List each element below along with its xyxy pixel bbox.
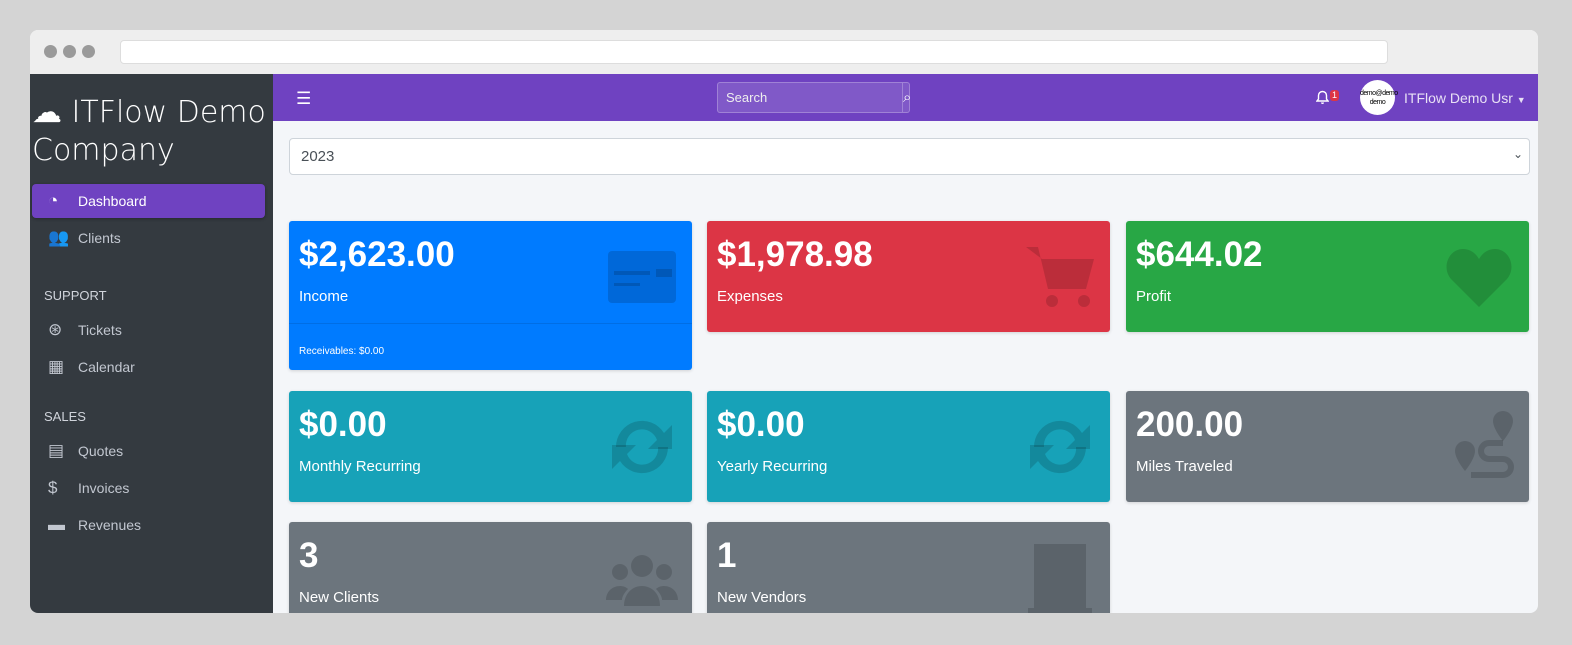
credit-card-icon: ▬	[48, 515, 65, 534]
stat-card-miles-traveled: 200.00 Miles Traveled	[1126, 391, 1529, 502]
sync-icon	[1030, 420, 1090, 474]
sidebar-item-quotes[interactable]: ▤ Quotes	[48, 441, 124, 460]
stat-card-profit: $644.02 Profit	[1126, 221, 1529, 332]
tachometer-icon: ◔	[48, 191, 59, 210]
card-label: New Vendors	[717, 589, 807, 606]
card-label: Yearly Recurring	[717, 458, 828, 475]
stat-card-expenses: $1,978.98 Expenses	[707, 221, 1110, 332]
window-dot	[63, 45, 76, 58]
brand[interactable]: ☁ ITFlow Demo Company	[32, 95, 266, 168]
search-icon: ⌕	[903, 89, 912, 106]
notification-badge: 1	[1330, 90, 1340, 101]
card-value: $0.00	[299, 405, 387, 444]
stat-card-monthly-recurring: $0.00 Monthly Recurring	[289, 391, 692, 502]
stat-card-yearly-recurring: $0.00 Yearly Recurring	[707, 391, 1110, 502]
card-label: Profit	[1136, 288, 1172, 305]
top-navbar: ☰ ⌕ 1 demo@demo demo ITFlow Demo Usr ▼	[273, 74, 1538, 121]
stat-card-new-vendors: 1 New Vendors	[707, 522, 1110, 613]
browser-chrome	[30, 30, 1538, 74]
users-icon	[606, 555, 678, 606]
notifications-button[interactable]: 1	[1316, 89, 1344, 107]
section-support: SUPPORT	[44, 288, 107, 303]
dashboard-content: 2023 ⌄ $2,623.00 Income Receivables: $0.00 $…	[273, 121, 1538, 613]
card-footer[interactable]: Receivables: $0.00	[289, 323, 692, 370]
section-sales: SALES	[44, 409, 86, 424]
file-icon: ▤	[48, 441, 65, 460]
stat-card-income: $2,623.00 Income Receivables: $0.00	[289, 221, 692, 370]
menu-toggle-icon[interactable]: ☰	[296, 89, 312, 108]
sidebar-item-revenues[interactable]: ▬ Revenues	[48, 515, 142, 534]
shopping-cart-icon	[1026, 247, 1094, 307]
search-input[interactable]	[718, 83, 902, 112]
heart-icon	[1446, 249, 1512, 307]
card-label: Monthly Recurring	[299, 458, 421, 475]
year-select[interactable]: 2023 ⌄	[289, 138, 1530, 175]
window-dot	[44, 45, 57, 58]
calendar-icon: ▦	[48, 357, 65, 376]
users-icon: 👥	[48, 228, 70, 247]
card-value: 200.00	[1136, 405, 1244, 444]
sidebar: ☁ ITFlow Demo Company ◔ Dashboard 👥 Client…	[30, 74, 273, 613]
search-form: ⌕	[717, 82, 911, 113]
address-bar[interactable]	[120, 40, 1388, 64]
invoice-icon: $	[48, 478, 58, 497]
caret-down-icon: ▼	[1516, 95, 1526, 105]
sidebar-item-tickets[interactable]: ⊛ Tickets	[48, 320, 122, 339]
chevron-down-icon: ⌄	[1512, 147, 1523, 161]
card-label: Expenses	[717, 288, 783, 305]
life-ring-icon: ⊛	[48, 320, 63, 339]
card-value: $2,623.00	[299, 235, 455, 274]
card-label: Income	[299, 288, 349, 305]
card-label: New Clients	[299, 589, 380, 606]
sync-icon	[612, 420, 672, 474]
sidebar-item-calendar[interactable]: ▦ Calendar	[48, 357, 135, 376]
card-value: 1	[717, 536, 737, 575]
sidebar-item-invoices[interactable]: $ Invoices	[48, 478, 130, 497]
cloud-icon: ☁	[32, 95, 62, 130]
window-dot	[82, 45, 95, 58]
card-value: 3	[299, 536, 319, 575]
user-menu[interactable]: ITFlow Demo Usr ▼	[1404, 90, 1526, 106]
card-value: $0.00	[717, 405, 805, 444]
card-value: $644.02	[1136, 235, 1263, 274]
search-button[interactable]: ⌕	[902, 83, 911, 112]
avatar[interactable]: demo@demo demo	[1360, 80, 1398, 115]
building-icon	[1028, 544, 1092, 613]
credit-card-icon	[608, 251, 676, 303]
browser-window: ☁ ITFlow Demo Company ◔ Dashboard 👥 Client…	[30, 30, 1538, 613]
stat-card-new-clients: 3 New Clients	[289, 522, 692, 613]
sidebar-item-dashboard[interactable]: ◔ Dashboard	[32, 184, 265, 218]
card-value: $1,978.98	[717, 235, 873, 274]
sidebar-item-clients[interactable]: 👥 Clients	[48, 228, 121, 247]
bell-icon	[1316, 90, 1329, 104]
route-icon	[1455, 411, 1514, 478]
card-label: Miles Traveled	[1136, 458, 1233, 475]
